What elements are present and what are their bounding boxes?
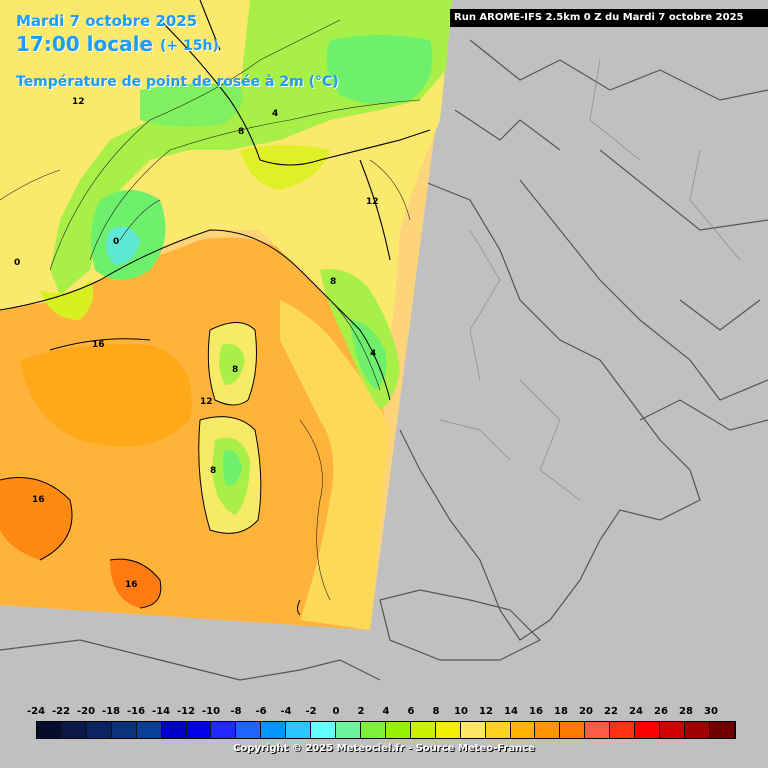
contour-label: 16 [92, 340, 105, 350]
legend-swatch [510, 722, 536, 738]
legend-tick: 24 [629, 706, 643, 717]
variable-title: Température de point de rosée à 2m (°C) [16, 74, 339, 90]
legend-swatch [336, 722, 361, 738]
legend-tick: 26 [654, 706, 668, 717]
contour-label: 16 [125, 580, 138, 590]
legend-swatch [410, 722, 436, 738]
legend-swatch [435, 722, 461, 738]
legend-tick: -12 [176, 706, 196, 717]
legend-tick: 12 [479, 706, 493, 717]
legend-tick: 2 [357, 706, 365, 717]
legend-tick-labels: -24 -22 -20 -18 -16 -14 -12 -10 -8 -6 -4 -2 0 2 4 6 8 10 1… [27, 706, 736, 718]
legend-tick: 10 [454, 706, 468, 717]
legend-swatch [111, 722, 137, 738]
legend-swatch [660, 722, 685, 738]
legend-swatch [535, 722, 561, 738]
contour-label: 12 [72, 97, 85, 107]
legend-tick: 28 [679, 706, 693, 717]
legend-tick: -4 [280, 706, 292, 717]
legend-tick: -24 [26, 706, 46, 717]
contour-label: 8 [238, 127, 244, 137]
legend-tick: 18 [554, 706, 568, 717]
legend-color-bar [36, 721, 736, 739]
legend-tick: 6 [407, 706, 415, 717]
legend-tick: 14 [504, 706, 518, 717]
legend-swatch [385, 722, 411, 738]
alps-central [140, 83, 243, 127]
legend-swatch [236, 722, 262, 738]
legend-tick: 0 [332, 706, 340, 717]
legend-swatch [186, 722, 212, 738]
contour-label: 8 [232, 365, 238, 375]
legend-swatch [86, 722, 112, 738]
contour-label: 16 [32, 495, 45, 505]
legend-tick: -8 [230, 706, 242, 717]
legend-swatch [684, 722, 710, 738]
legend-swatch [61, 722, 87, 738]
coastlines [0, 229, 391, 616]
contour-labels: 12 8 4 0 0 12 8 4 16 8 12 8 16 16 [14, 97, 379, 590]
contour-label: 4 [272, 109, 278, 119]
copyright-text: Copyright © 2025 Meteociel.fr - Source M… [233, 743, 535, 754]
contour-label: 0 [14, 258, 20, 268]
contour-label: 0 [113, 237, 119, 247]
legend-swatch [37, 722, 62, 738]
legend-swatch [485, 722, 511, 738]
legend-tick: -16 [126, 706, 146, 717]
legend-swatch [161, 722, 187, 738]
legend-swatch [360, 722, 386, 738]
contour-label: 12 [200, 397, 213, 407]
legend-swatch [635, 722, 661, 738]
color-legend: -24 -22 -20 -18 -16 -14 -12 -10 -8 -6 -4 -2 0 2 4 6 8 10 1… [0, 700, 768, 768]
run-banner: Run AROME-IFS 2.5km 0 Z du Mardi 7 octob… [450, 9, 768, 27]
legend-tick: -20 [76, 706, 96, 717]
forecast-lead-time: (+ 15h) [160, 38, 219, 54]
dewpoint-contours [0, 19, 421, 601]
legend-tick: -6 [255, 706, 267, 717]
contour-label: 8 [210, 466, 216, 476]
forecast-time: 17:00 locale [16, 32, 153, 56]
alps-east-0-4 [326, 35, 433, 104]
legend-swatch [136, 722, 162, 738]
sardinia-core [222, 449, 242, 486]
contour-label: 4 [370, 349, 376, 359]
transition-band [40, 280, 94, 320]
legend-tick: 22 [604, 706, 618, 717]
legend-swatch [460, 722, 486, 738]
grey-country-borders [0, 39, 768, 681]
sea-16-patch [20, 344, 192, 447]
legend-swatch [709, 722, 735, 738]
legend-swatch [585, 722, 611, 738]
legend-tick: -2 [305, 706, 317, 717]
legend-tick: 8 [432, 706, 440, 717]
legend-tick: 4 [382, 706, 390, 717]
contour-label: 8 [330, 277, 336, 287]
transition-band-2 [240, 145, 330, 190]
forecast-date: Mardi 7 octobre 2025 [16, 12, 198, 30]
legend-tick: -14 [151, 706, 171, 717]
legend-swatch [560, 722, 586, 738]
contour-label: 12 [366, 197, 379, 207]
italy-west-coast [280, 300, 390, 630]
legend-tick: -10 [201, 706, 221, 717]
sea-warm-patch-west [0, 477, 72, 560]
legend-swatch [311, 722, 337, 738]
legend-tick: -18 [101, 706, 121, 717]
legend-swatch [286, 722, 312, 738]
legend-tick: -22 [51, 706, 71, 717]
corsica-interior [219, 344, 245, 385]
legend-swatch [261, 722, 287, 738]
legend-swatch [610, 722, 636, 738]
sea-warm-patch-south [110, 559, 161, 608]
apennines-core [350, 320, 387, 390]
alps-coldest [106, 226, 140, 265]
legend-swatch [211, 722, 237, 738]
grey-region-borders [439, 59, 741, 501]
legend-tick: 16 [529, 706, 543, 717]
legend-tick: 20 [579, 706, 593, 717]
country-borders [159, 0, 431, 261]
legend-tick: 30 [704, 706, 718, 717]
